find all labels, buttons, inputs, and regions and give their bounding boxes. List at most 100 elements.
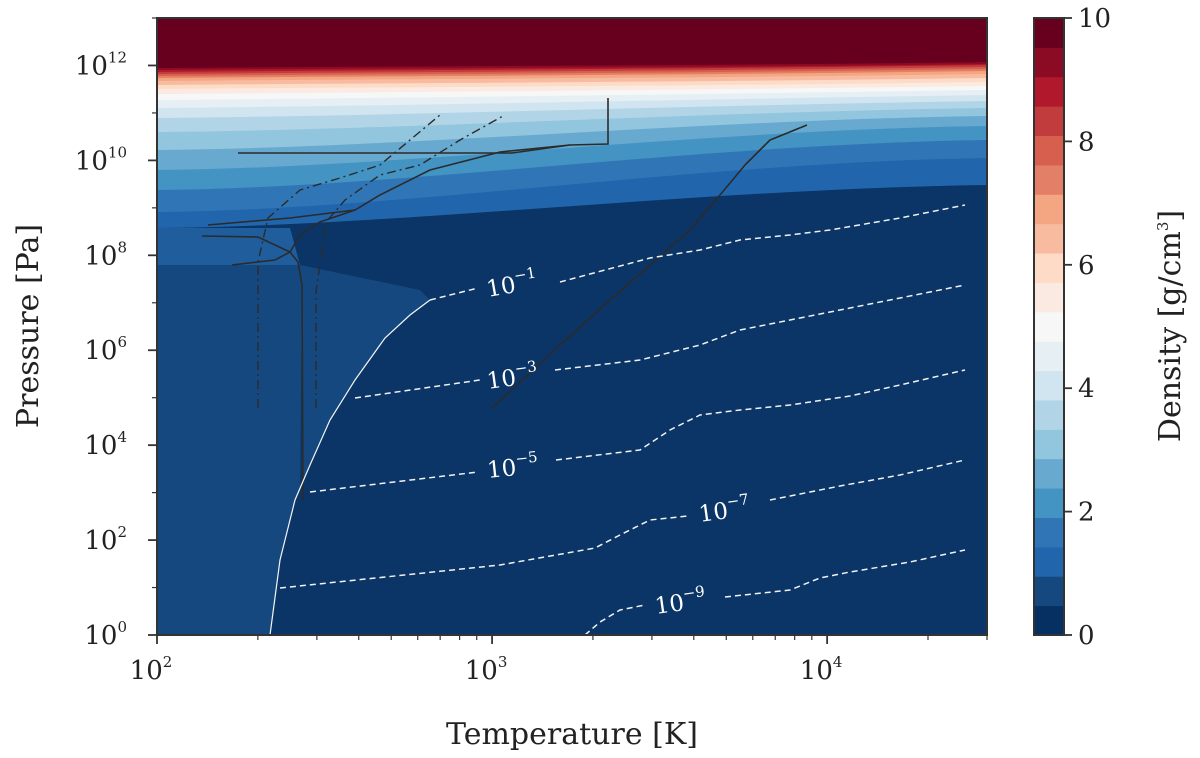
x-axis-ticks: 102 103 104 (130, 635, 988, 686)
dash-dot-curves (257, 114, 808, 408)
colorbar-band (1034, 164, 1064, 195)
contour-label-1e-1-exp: −1 (512, 263, 537, 285)
colorbar-band (1034, 47, 1064, 78)
y-tick-label: 102 (84, 523, 127, 556)
y-tick-label: 104 (84, 428, 127, 461)
contour-label-1e-3-base: 10 (485, 365, 518, 395)
y-tick-base: 10 (75, 51, 108, 81)
x-tick-exp: 2 (163, 653, 173, 671)
contour-label-1e-1-base: 10 (485, 272, 518, 303)
colorbar-frame (1033, 17, 1065, 636)
y-tick-label: 1012 (75, 48, 127, 81)
y-axis-label: Pressure [Pa] (11, 224, 46, 428)
y-tick-base: 10 (84, 431, 117, 461)
dashdot-curve-far-right (744, 124, 808, 166)
contour-label-1e-5: 10−5 (485, 448, 539, 484)
contour-label-1e-7-exp: −7 (726, 490, 750, 511)
contour-label-1e-9-exp: −9 (682, 582, 706, 603)
colorbar-tick-label: 4 (1078, 374, 1095, 404)
colorbar-bands (1034, 18, 1064, 636)
colorbar-tick-label: 0 (1078, 621, 1095, 651)
x-axis-label: Temperature [K] (446, 717, 698, 752)
colorbar-band (1034, 370, 1064, 401)
colorbar-band (1034, 517, 1064, 548)
contour-label-1e-5-exp: −5 (515, 448, 539, 468)
colorbar-tick-label: 2 (1078, 498, 1095, 528)
contour-label-1e-3-exp: −3 (514, 357, 538, 378)
colorbar-tick-label: 10 (1078, 4, 1111, 34)
contour-label-1e-9-base: 10 (653, 590, 686, 620)
density-bands (157, 18, 987, 635)
y-tick-label: 108 (84, 238, 127, 271)
colorbar-band (1034, 458, 1064, 489)
contour-label-1e-5-base: 10 (486, 455, 518, 484)
contour-line-1e-7 (279, 459, 966, 589)
contour-label-1e-7-base: 10 (697, 498, 730, 528)
region-water-gap (300, 265, 430, 500)
contour-label-1e-9: 10−9 (653, 582, 708, 620)
contour-line-1e-3 (354, 284, 966, 399)
density-band-max (157, 18, 987, 68)
y-tick-exp: 8 (117, 238, 127, 256)
contour-lines (279, 204, 966, 635)
y-tick-exp: 0 (117, 618, 127, 636)
y-tick-label: 106 (84, 333, 127, 366)
colorbar-label-sup: 3 (1154, 222, 1172, 232)
boundary-line-main (289, 144, 571, 253)
x-tick-label: 104 (800, 653, 843, 686)
boundary-line-ice-b (201, 235, 291, 253)
y-tick-base: 10 (84, 336, 117, 366)
contour-line-1e-1 (429, 204, 966, 301)
colorbar-band (1034, 106, 1064, 137)
colorbar-band (1034, 488, 1064, 518)
colorbar-band (1034, 282, 1064, 313)
x-tick-exp: 3 (498, 653, 508, 671)
colorbar-label-main: Density [g/cm (1153, 231, 1188, 442)
colorbar-band (1034, 546, 1064, 577)
y-tick-label: 100 (84, 618, 127, 651)
contour-label-1e-3: 10−3 (485, 357, 540, 395)
colorbar-tick-label: 8 (1078, 127, 1095, 157)
x-tick-exp: 4 (833, 653, 843, 671)
dashdot-curve-right (315, 115, 504, 408)
y-tick-exp: 12 (108, 48, 127, 66)
plot-area: 10−1 10−3 10−5 10−7 10−9 (157, 18, 987, 635)
colorbar-band (1034, 76, 1064, 107)
colorbar: 0 2 4 6 8 10 Density [g/cm3] (1033, 4, 1188, 651)
colorbar-band (1034, 311, 1064, 342)
region-ice (157, 265, 302, 635)
y-tick-exp: 10 (108, 143, 127, 161)
colorbar-label: Density [g/cm3] (1153, 210, 1188, 442)
saturation-curve (269, 299, 431, 635)
plot-frame (156, 17, 988, 636)
y-tick-label: 1010 (75, 143, 127, 176)
colorbar-label-end: ] (1153, 210, 1188, 222)
boundary-line-ice-c (231, 251, 291, 266)
y-tick-base: 10 (75, 146, 108, 176)
colorbar-band (1034, 399, 1064, 430)
colorbar-band (1034, 253, 1064, 283)
contour-line-1e-9 (584, 549, 966, 635)
x-tick-label: 102 (130, 653, 173, 686)
boundary-line-right-step (511, 98, 609, 154)
y-tick-base: 10 (84, 241, 117, 271)
x-tick-base: 10 (800, 656, 833, 686)
colorbar-band (1034, 135, 1064, 166)
region-low-density (270, 182, 987, 635)
boundary-line-vertical (289, 251, 304, 501)
colorbar-band (1034, 605, 1064, 636)
colorbar-ticks: 0 2 4 6 8 10 (1064, 4, 1111, 651)
y-tick-base: 10 (84, 621, 117, 651)
y-tick-base: 10 (84, 526, 117, 556)
colorbar-band (1034, 194, 1064, 225)
colorbar-tick-label: 6 (1078, 251, 1095, 281)
y-tick-exp: 6 (117, 333, 127, 351)
colorbar-band (1034, 429, 1064, 460)
y-tick-exp: 2 (117, 523, 127, 541)
contour-label-1e-1: 10−1 (484, 263, 540, 302)
dashdot-curve-left (257, 114, 441, 408)
colorbar-band (1034, 18, 1064, 48)
x-tick-base: 10 (465, 656, 498, 686)
